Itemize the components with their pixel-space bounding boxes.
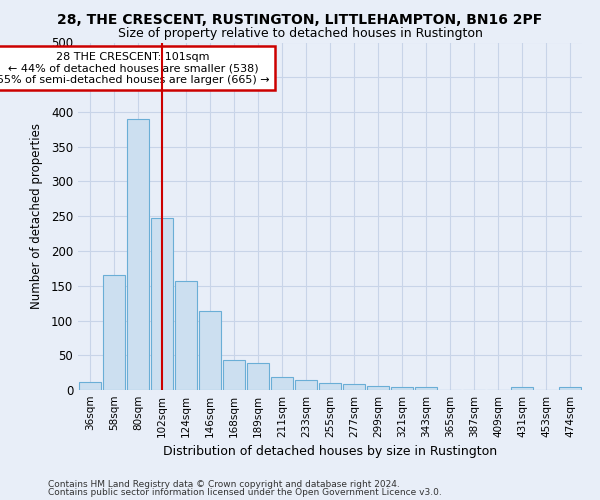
Bar — [199, 312, 221, 390]
Bar — [367, 386, 389, 390]
Text: 28, THE CRESCENT, RUSTINGTON, LITTLEHAMPTON, BN16 2PF: 28, THE CRESCENT, RUSTINGTON, LITTLEHAMP… — [58, 12, 542, 26]
Bar — [391, 387, 413, 390]
Bar — [559, 386, 581, 390]
Bar — [415, 387, 437, 390]
Bar — [247, 363, 269, 390]
Bar — [223, 360, 245, 390]
Bar — [271, 378, 293, 390]
Bar — [79, 382, 101, 390]
Text: Contains public sector information licensed under the Open Government Licence v3: Contains public sector information licen… — [48, 488, 442, 497]
Bar — [295, 380, 317, 390]
Text: 28 THE CRESCENT: 101sqm
← 44% of detached houses are smaller (538)
55% of semi-d: 28 THE CRESCENT: 101sqm ← 44% of detache… — [0, 52, 269, 84]
Y-axis label: Number of detached properties: Number of detached properties — [29, 123, 43, 309]
Bar — [319, 383, 341, 390]
Text: Contains HM Land Registry data © Crown copyright and database right 2024.: Contains HM Land Registry data © Crown c… — [48, 480, 400, 489]
Bar — [151, 218, 173, 390]
Text: Size of property relative to detached houses in Rustington: Size of property relative to detached ho… — [118, 28, 482, 40]
Bar — [103, 276, 125, 390]
Bar — [175, 281, 197, 390]
X-axis label: Distribution of detached houses by size in Rustington: Distribution of detached houses by size … — [163, 446, 497, 458]
Bar — [511, 386, 533, 390]
Bar — [127, 119, 149, 390]
Bar — [343, 384, 365, 390]
